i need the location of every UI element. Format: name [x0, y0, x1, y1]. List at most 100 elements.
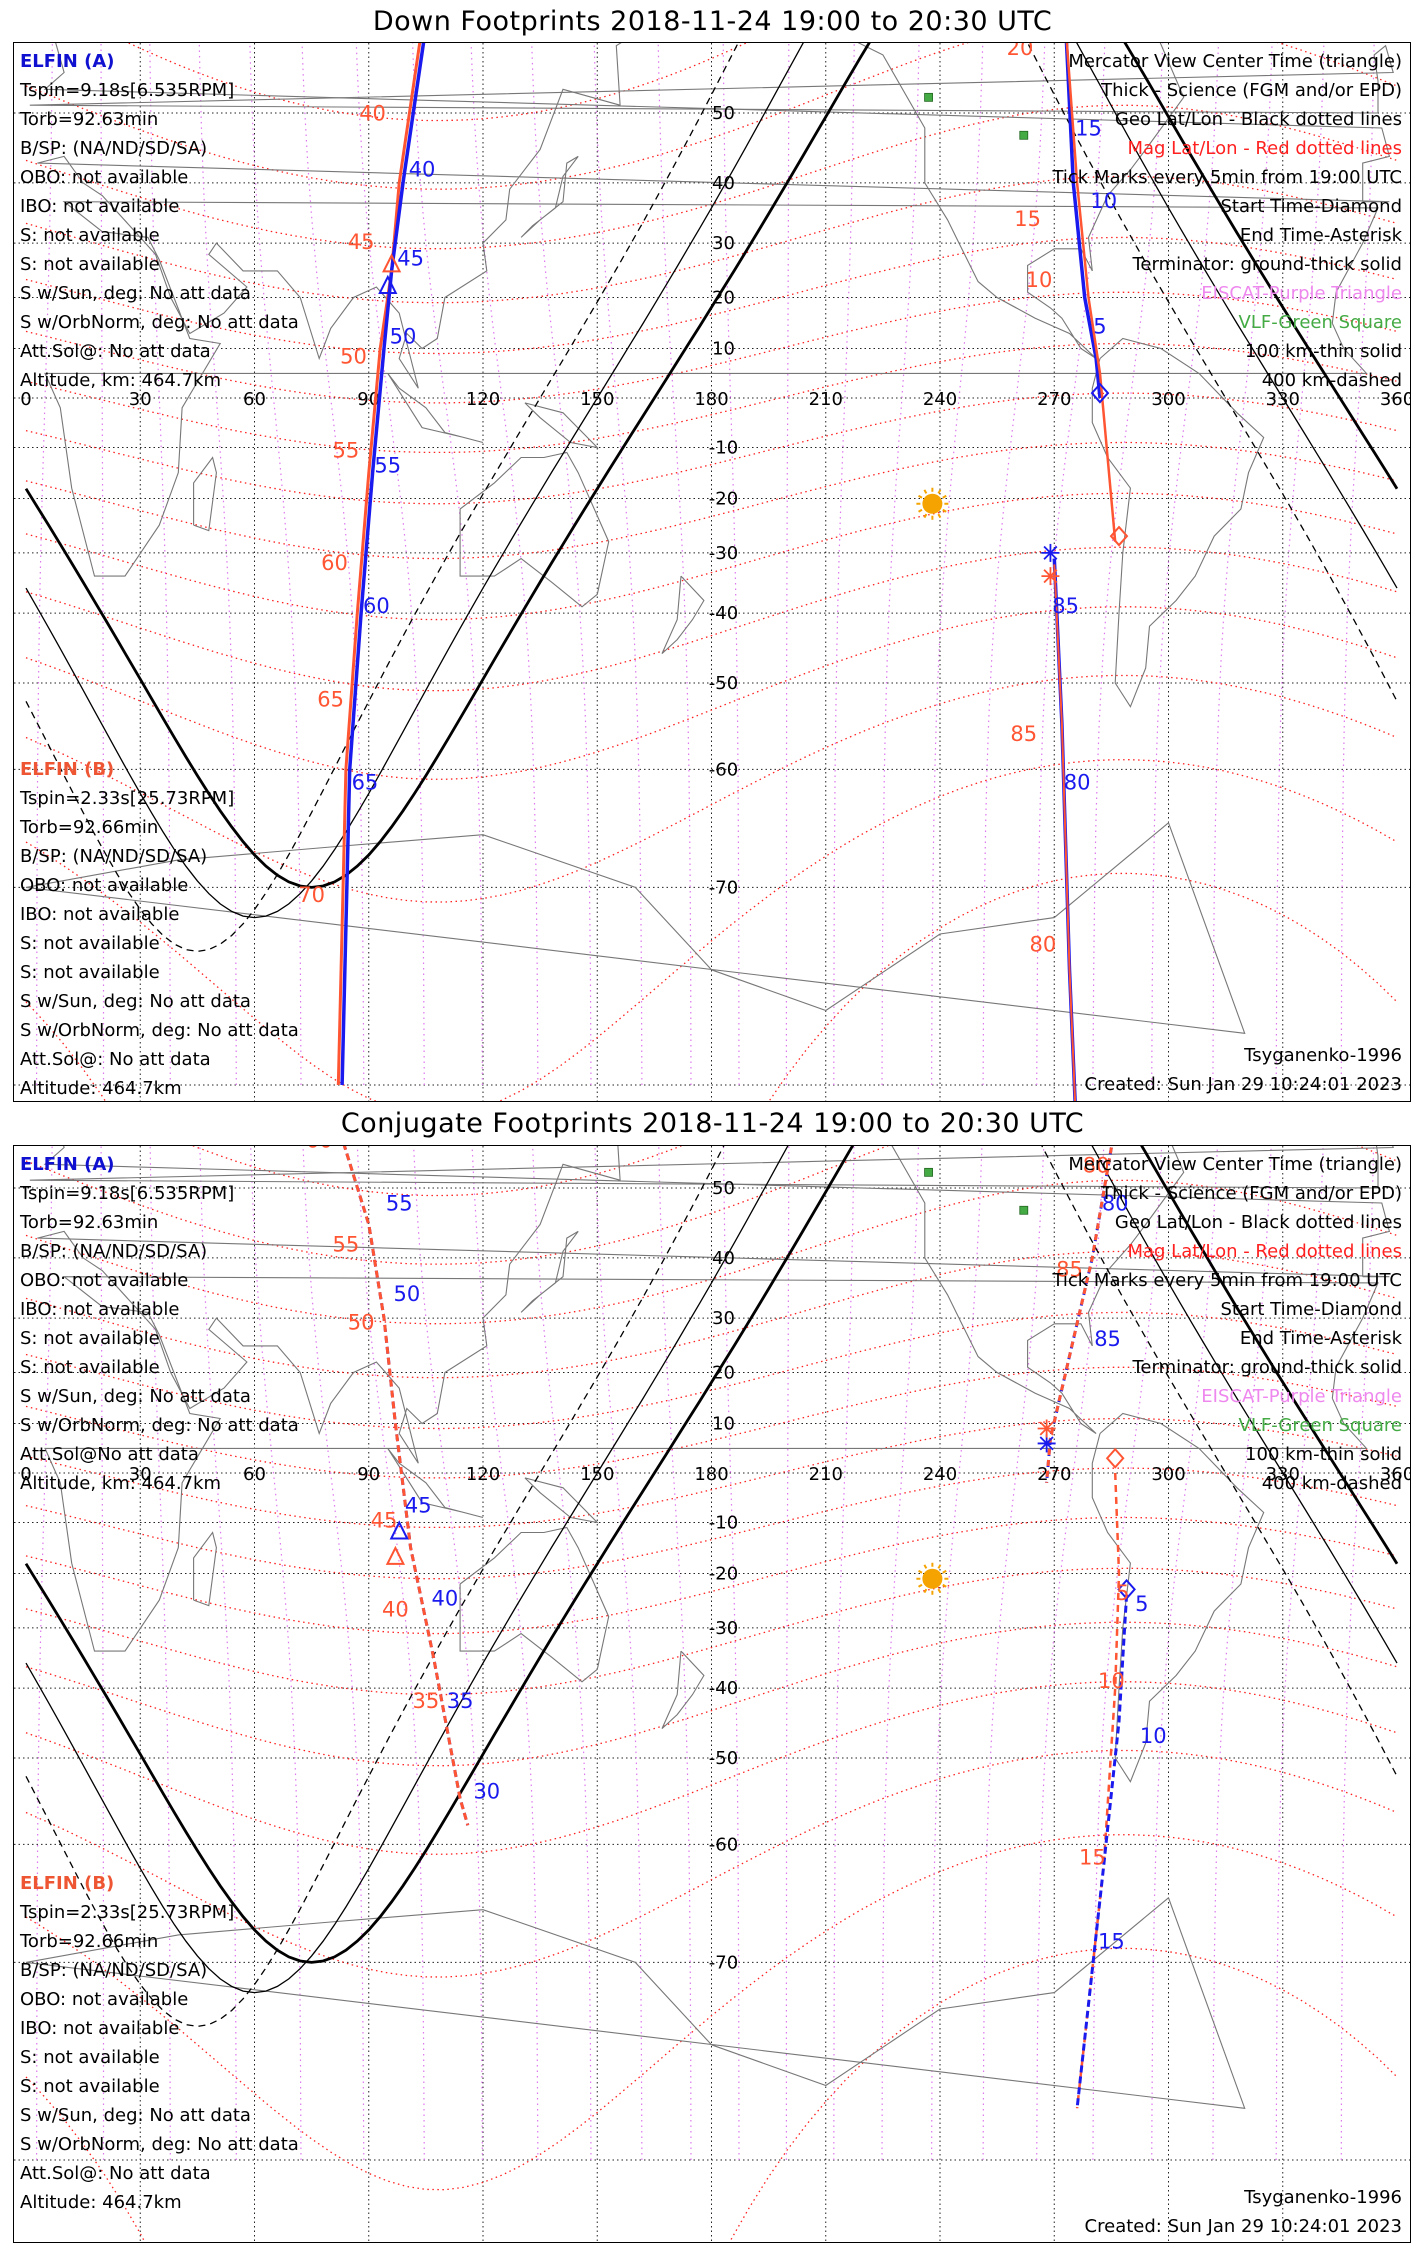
- lon-tick-label: 120: [466, 1464, 500, 1485]
- sun-ray: [937, 1588, 942, 1594]
- elfin-b-info-line: S: not available: [20, 933, 160, 954]
- mag-latitude-line: [25, 1834, 1398, 2191]
- elfin-a-tick-label: 85: [1052, 594, 1079, 618]
- elfin-b-info-line: Torb=92.66min: [20, 817, 159, 838]
- elfin-b-tick-label: 10: [1026, 268, 1053, 292]
- lon-tick-label: 150: [580, 389, 614, 410]
- lon-tick-label: 210: [809, 389, 843, 410]
- lon-tick-label: 150: [580, 1464, 614, 1485]
- elfin-b-info-conjugate: ELFIN (B) Tspin=2.33s[25.73RPM] Torb=92.66…: [20, 1869, 299, 2217]
- terminator-ground: [24, 1146, 1399, 1964]
- elfin-a-tick-label: 80: [1064, 771, 1091, 795]
- elfin-a-tick-label: 10: [1090, 189, 1117, 213]
- sun-icon: [922, 1568, 943, 1589]
- coastline: [459, 1526, 610, 1683]
- sun-ray: [923, 1564, 928, 1569]
- elfin-b-info-line: OBO: not available: [20, 875, 189, 896]
- elfin-a-info-line: Torb=92.63min: [20, 109, 159, 130]
- sun-ray: [918, 508, 923, 513]
- legend-info-line: Start Time-Diamond: [1220, 196, 1402, 217]
- elfin-b-info-line: Altitude: 464.7km: [20, 1078, 182, 1099]
- elfin-a-info-line: Tspin=9.18s[6.535RPM]: [20, 80, 235, 101]
- credit-line: Created: Sun Jan 29 10:24:01 2023: [1084, 2216, 1402, 2237]
- lon-tick-label: 330: [1266, 389, 1300, 410]
- elfin-b-info-line: S w/OrbNorm, deg: No att data: [20, 2134, 299, 2155]
- elfin-a-info-line: S w/Sun, deg: No att data: [20, 1386, 251, 1407]
- coastline: [524, 402, 599, 449]
- credit-line: Tsyganenko-1996: [1244, 2187, 1402, 2208]
- lon-tick-label: 240: [923, 389, 957, 410]
- elfin-a-tick-label: 55: [374, 454, 401, 478]
- elfin-a-end-asterisk: [1043, 545, 1058, 560]
- lat-tick-label: -20: [709, 488, 738, 509]
- mag-latitude-line: [25, 1366, 1398, 1479]
- credits-down: Tsyganenko-1996 Created: Sun Jan 29 10:24…: [1085, 1041, 1402, 1099]
- lon-tick-label: 270: [1037, 389, 1071, 410]
- mag-latitude-line: [25, 291, 1398, 404]
- elfin-b-track-south: [1053, 564, 1077, 1101]
- lat-tick-label: 20: [712, 288, 735, 309]
- panel-title-down: Down Footprints 2018-11-24 19:00 to 20:3…: [372, 6, 1053, 37]
- mag-meridian-line: [785, 1146, 790, 2160]
- legend-info-line: Terminator: ground-thick solid: [1132, 1357, 1402, 1378]
- sun-ray: [923, 489, 928, 494]
- mag-meridian-line: [833, 43, 855, 1086]
- mag-latitude-line: [25, 1250, 1398, 1379]
- elfin-a-tick-label: 30: [473, 1779, 500, 1803]
- elfin-a-tick-label: 40: [432, 1587, 459, 1611]
- vlf-station-marker: [924, 1167, 933, 1177]
- mag-meridian-line: [100, 1146, 105, 2160]
- sun-ray: [918, 494, 923, 499]
- elfin-a-tick-label: 40: [409, 157, 436, 181]
- elfin-b-info-line: ELFIN (B): [20, 759, 115, 780]
- mag-meridian-line: [658, 1146, 692, 2161]
- coastline: [25, 1896, 1246, 2109]
- sun-ray: [923, 513, 928, 519]
- mag-meridian-line: [302, 1146, 365, 2161]
- elfin-a-tick-label: 50: [393, 1282, 420, 1306]
- mag-meridian-line: [785, 43, 790, 1085]
- mag-meridian-line: [593, 43, 643, 1086]
- mag-meridian-line: [199, 1146, 237, 2161]
- elfin-b-tick-label: 40: [359, 102, 386, 126]
- sun-ray: [942, 508, 947, 513]
- lat-tick-label: 30: [712, 233, 735, 254]
- elfin-b-track-east: [1065, 43, 1117, 542]
- mag-meridian-line: [198, 43, 237, 1086]
- mag-meridian-line: [1092, 1146, 1163, 2161]
- mag-meridian-line: [722, 1146, 740, 2161]
- mag-meridian-line: [149, 1146, 171, 2161]
- lat-tick-label: 50: [712, 103, 735, 124]
- legend-info-down: Mercator View Center Time (triangle) Thic…: [1052, 47, 1402, 395]
- coastline: [387, 373, 484, 444]
- mag-meridian-line: [1151, 1146, 1219, 2161]
- elfin-b-tick-label: 15: [1079, 1846, 1106, 1870]
- elfin-a-tick-label: 80: [1102, 1191, 1129, 1215]
- elfin-a-info-line: Tspin=9.18s[6.535RPM]: [20, 1183, 235, 1204]
- mag-meridian-line: [881, 43, 920, 1086]
- elfin-a-info-line: Torb=92.63min: [20, 1212, 159, 1233]
- mag-meridian-line: [301, 43, 365, 1086]
- elfin-b-tick-label: 10: [1098, 1669, 1125, 1693]
- coastline: [1091, 337, 1265, 708]
- lat-tick-label: 30: [712, 1308, 735, 1329]
- elfin-b-tick-label: 20: [1007, 43, 1034, 60]
- elfin-a-info-line: Altitude, km: 464.7km: [20, 1473, 222, 1494]
- mag-meridian-line: [657, 43, 692, 1086]
- lat-tick-label: 40: [712, 1248, 735, 1269]
- elfin-b-tick-label: 45: [348, 230, 375, 254]
- lon-tick-label: 360: [1380, 1464, 1411, 1485]
- lon-tick-label: 270: [1037, 1464, 1071, 1485]
- terminator-100km: [25, 43, 1398, 919]
- mag-meridian-line: [1151, 43, 1220, 1086]
- coastline: [37, 43, 1391, 389]
- elfin-b-info-line: S w/Sun, deg: No att data: [20, 991, 251, 1012]
- elfin-b-info-line: IBO: not available: [20, 904, 180, 925]
- lon-tick-label: 300: [1151, 389, 1185, 410]
- lat-tick-label: -50: [709, 1748, 738, 1769]
- elfin-b-info-line: S w/OrbNorm, deg: No att data: [20, 1020, 299, 1041]
- lon-tick-label: 90: [357, 1464, 380, 1485]
- elfin-b-info-line: S: not available: [20, 2047, 160, 2068]
- coastline: [520, 155, 579, 238]
- lat-tick-label: -50: [709, 673, 738, 694]
